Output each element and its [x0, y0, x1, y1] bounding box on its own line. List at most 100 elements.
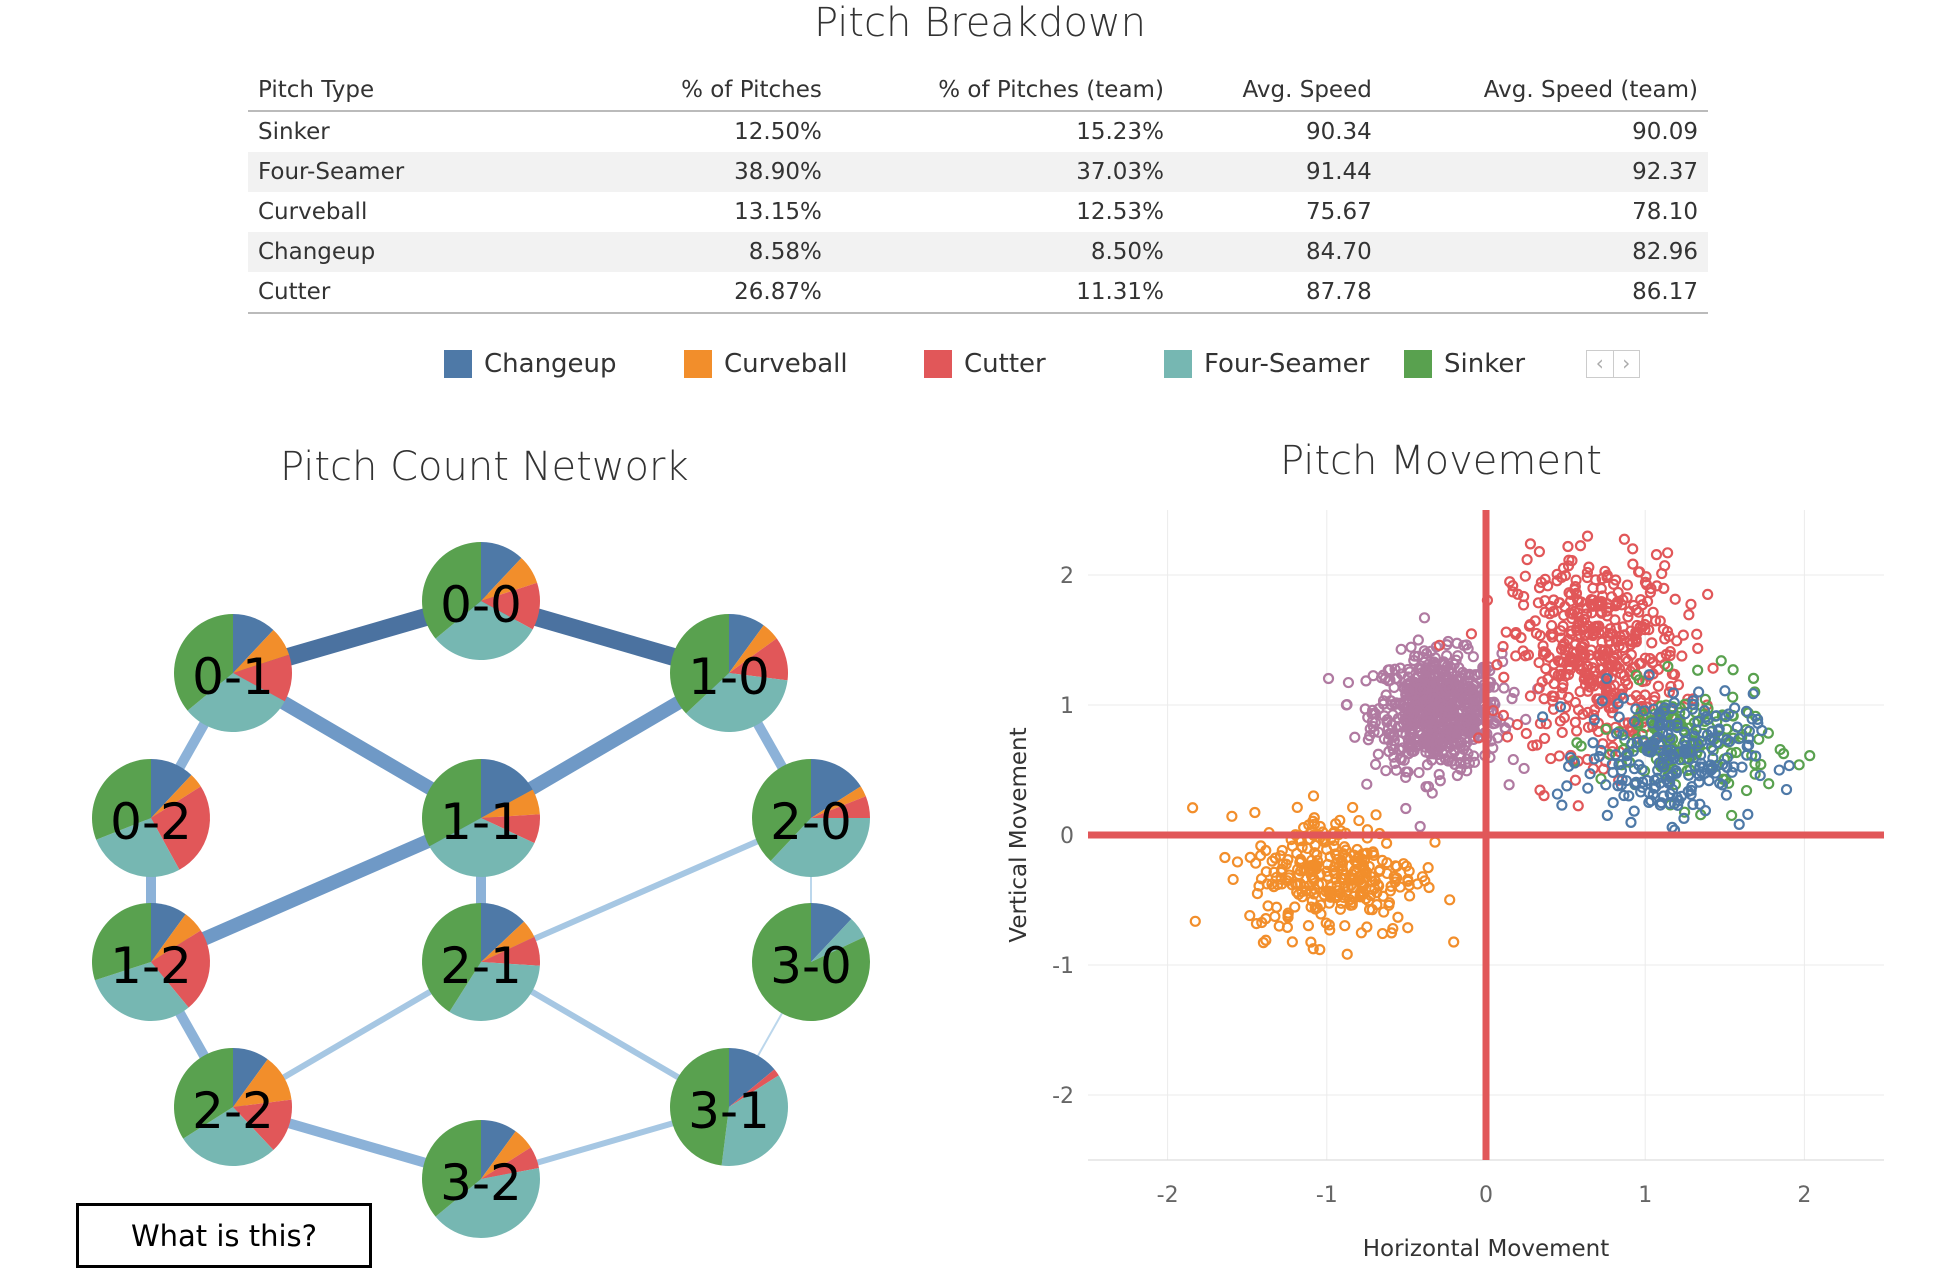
data-point: [1575, 596, 1587, 608]
data-point: [1404, 689, 1416, 702]
data-point: [1414, 716, 1426, 728]
data-point: [1337, 848, 1349, 860]
data-point: [1303, 879, 1316, 892]
network-node[interactable]: 1-2: [92, 903, 210, 1021]
legend-item-cutter[interactable]: Cutter: [924, 346, 1046, 382]
network-node[interactable]: 2-2: [174, 1048, 292, 1166]
data-point: [1346, 896, 1358, 908]
network-node[interactable]: 1-0: [669, 614, 789, 733]
pie-slice: [481, 936, 541, 966]
data-point: [1446, 728, 1458, 740]
network-node[interactable]: 3-0: [751, 903, 870, 1021]
data-point: [1646, 739, 1659, 752]
data-point: [1276, 878, 1288, 890]
data-point: [1558, 609, 1570, 622]
data-point: [1477, 689, 1490, 701]
data-point: [1536, 676, 1548, 688]
network-node[interactable]: 0-2: [91, 759, 210, 877]
data-point: [1422, 736, 1434, 748]
data-point: [1434, 694, 1446, 706]
data-point: [1686, 781, 1698, 793]
data-point: [1353, 850, 1365, 862]
data-point: [1674, 754, 1686, 766]
data-point: [1657, 623, 1670, 635]
data-point: [1446, 755, 1458, 767]
data-point: [1650, 733, 1662, 746]
column-header[interactable]: % of Pitches (team): [831, 70, 1174, 112]
data-point: [1625, 649, 1637, 661]
data-point: [1538, 790, 1550, 802]
data-point: [1501, 731, 1514, 743]
data-point: [1616, 683, 1629, 695]
data-point: [1486, 707, 1498, 719]
data-point: [1575, 641, 1587, 653]
data-point: [1415, 706, 1427, 718]
data-point: [1678, 724, 1690, 736]
network-node[interactable]: 3-1: [669, 1048, 788, 1167]
data-point: [1711, 759, 1723, 771]
data-point: [1358, 854, 1371, 866]
data-point: [1399, 708, 1411, 720]
data-point: [1435, 741, 1447, 753]
data-point: [1348, 890, 1360, 902]
data-point: [1655, 761, 1667, 773]
data-point: [1281, 875, 1293, 887]
data-point: [1533, 582, 1546, 594]
data-point: [1654, 708, 1666, 720]
data-point: [1586, 662, 1599, 674]
column-header[interactable]: Pitch Type: [248, 70, 608, 112]
data-point: [1480, 663, 1492, 675]
x-tick-label: -2: [1157, 1183, 1179, 1208]
data-point: [1587, 629, 1599, 642]
data-point: [1747, 672, 1760, 684]
chevron-right-icon[interactable]: ›: [1622, 351, 1631, 375]
chevron-left-icon[interactable]: ‹: [1587, 351, 1614, 377]
data-point: [1324, 924, 1336, 936]
data-point: [1559, 701, 1572, 714]
data-point: [1660, 716, 1672, 728]
data-point: [1630, 776, 1642, 788]
data-point: [1547, 703, 1560, 715]
legend-item-sinker[interactable]: Sinker: [1404, 346, 1525, 382]
legend-item-changeup[interactable]: Changeup: [444, 346, 617, 382]
data-point: [1449, 727, 1461, 739]
network-edge[interactable]: [479, 815, 813, 965]
data-point: [1447, 674, 1459, 686]
legend-item-four-seamer[interactable]: Four-Seamer: [1164, 346, 1369, 382]
data-point: [1510, 628, 1522, 640]
data-point: [1717, 710, 1730, 722]
data-point: [1428, 691, 1440, 703]
network-node[interactable]: 2-1: [422, 903, 541, 1021]
data-point: [1672, 799, 1684, 811]
what-is-this-button[interactable]: What is this?: [76, 1203, 372, 1268]
data-point: [1328, 826, 1341, 838]
column-header[interactable]: Avg. Speed: [1173, 70, 1382, 112]
data-point: [1458, 712, 1470, 725]
data-point: [1629, 661, 1641, 674]
data-point: [1443, 722, 1456, 734]
data-point: [1331, 853, 1343, 866]
data-point: [1298, 881, 1310, 893]
network-edge[interactable]: [148, 811, 484, 969]
data-point: [1624, 665, 1636, 678]
network-node[interactable]: 2-0: [751, 759, 871, 877]
data-point: [1462, 722, 1474, 734]
data-point: [1600, 696, 1612, 709]
data-point: [1695, 809, 1707, 821]
data-point: [1607, 741, 1619, 753]
network-node[interactable]: 0-1: [173, 614, 292, 732]
data-point: [1749, 686, 1761, 698]
data-point: [1331, 880, 1343, 892]
network-node[interactable]: 0-0: [422, 542, 540, 660]
column-header[interactable]: Avg. Speed (team): [1381, 70, 1708, 112]
data-point: [1473, 692, 1485, 704]
legend-item-curveball[interactable]: Curveball: [684, 346, 848, 382]
network-node[interactable]: 1-1: [422, 759, 541, 877]
network-node[interactable]: 3-2: [422, 1120, 540, 1238]
data-point: [1469, 694, 1482, 706]
column-header[interactable]: % of Pitches: [608, 70, 832, 112]
data-point: [1548, 594, 1560, 606]
data-point: [1404, 708, 1416, 720]
data-point: [1666, 742, 1678, 754]
data-point: [1644, 653, 1656, 665]
